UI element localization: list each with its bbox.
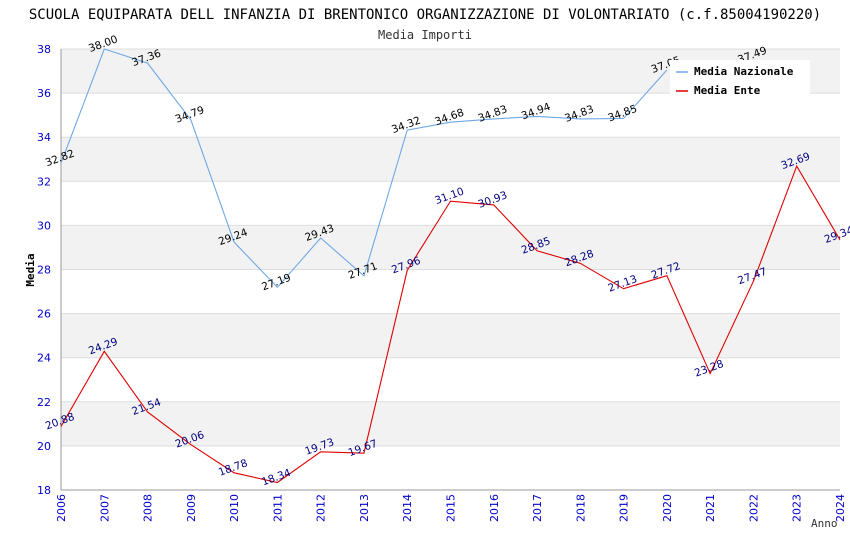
y-tick-label: 28 [37,264,51,277]
grid-band [61,445,840,490]
grid-band [61,357,840,402]
x-tick-label: 2011 [271,494,284,522]
x-axis-label: Anno [811,517,838,530]
legend-box [670,60,810,98]
x-tick-label: 2014 [401,494,414,522]
x-tick-labels: 2006 2007 2008 2009 2010 2011 2012 2013 2014 2015… [55,494,847,522]
y-tick-label: 36 [37,87,51,100]
y-axis-label: Media [24,253,37,286]
x-tick-label: 2013 [358,494,371,522]
x-tick-label: 2015 [445,494,458,522]
series-lines [60,49,841,484]
y-tick-label: 32 [37,175,51,188]
x-tick-label: 2023 [791,494,804,522]
grid-band [61,269,840,314]
y-tick-label: 38 [37,43,51,56]
grid-band [61,225,840,270]
series-line-media-ente [60,164,841,484]
x-tick-label: 2018 [574,494,587,522]
y-tick-label: 30 [37,219,51,232]
x-tick-label: 2010 [228,494,241,522]
y-tick-label: 18 [37,484,51,497]
x-tick-label: 2007 [98,494,111,522]
legend: Media Nazionale Media Ente [670,60,810,98]
grid-band [61,401,840,446]
x-tick-label: 2024 [834,494,847,522]
x-tick-label: 2017 [531,494,544,522]
x-tick-label: 2012 [315,494,328,522]
x-tick-label: 2020 [661,494,674,522]
x-tick-label: 2022 [747,494,760,522]
y-tick-label: 20 [37,440,51,453]
y-tick-label: 22 [37,396,51,409]
x-tick-label: 2021 [704,494,717,522]
x-tick-label: 2009 [185,494,198,522]
y-tick-labels: 18 20 22 24 26 28 30 32 34 36 38 [37,43,51,497]
grid-band [61,313,840,358]
grid-band [61,93,840,138]
grid-band [61,181,840,226]
grid-bands [61,49,840,490]
x-tick-label: 2008 [142,494,155,522]
x-tick-label: 2006 [55,494,68,522]
x-tick-label: 2016 [488,494,501,522]
chart-title: SCUOLA EQUIPARATA DELL INFANZIA DI BRENT… [29,7,821,23]
legend-label-media-ente: Media Ente [694,84,761,97]
y-tick-label: 34 [37,131,51,144]
legend-label-media-nazionale: Media Nazionale [694,65,794,78]
y-tick-label: 24 [37,352,51,365]
x-tick-label: 2019 [618,494,631,522]
y-tick-label: 26 [37,308,51,321]
grid-band [61,137,840,182]
chart-subtitle: Media Importi [378,28,472,42]
